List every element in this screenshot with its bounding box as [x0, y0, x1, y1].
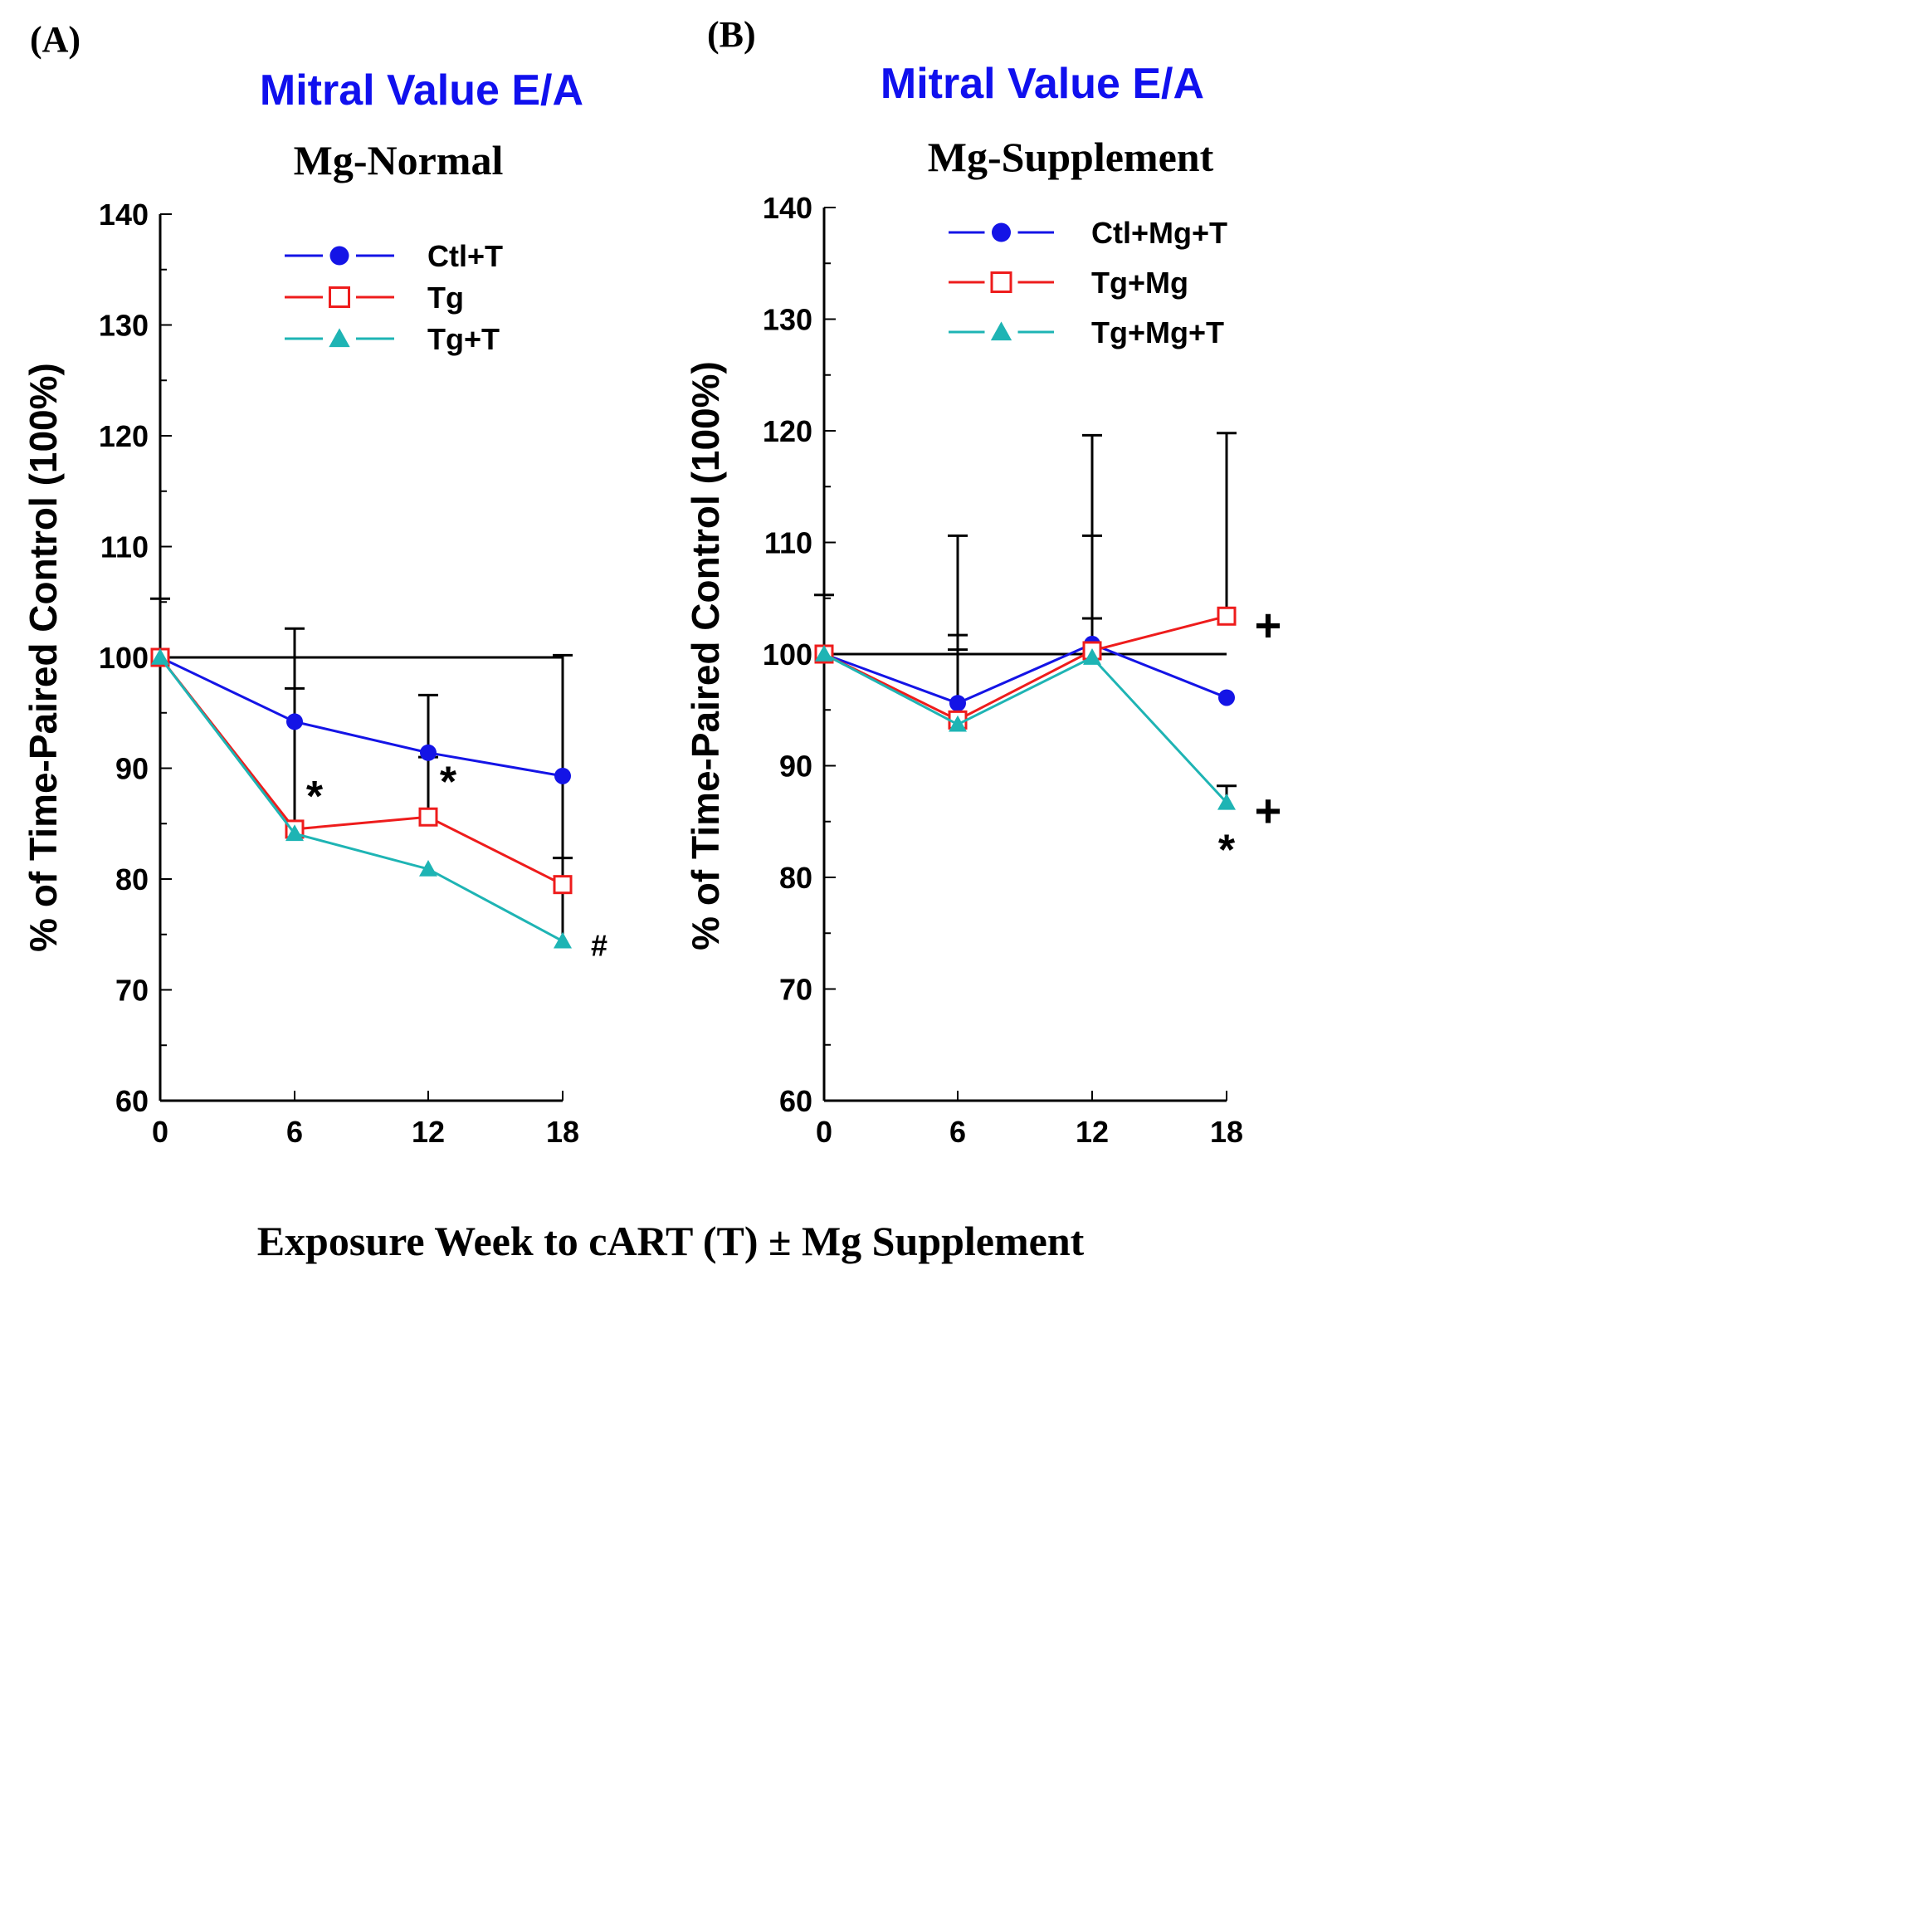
panel-b-x-tick-label: 6 [949, 1115, 966, 1149]
panel-a-point-2-0 [151, 648, 169, 665]
panel-a-y-tick-label: 80 [115, 862, 149, 896]
panel-b-y-tick-label: 140 [763, 191, 812, 225]
panel-b-point-2-0 [815, 645, 833, 662]
panel-b-point-2-3 [1217, 793, 1236, 810]
panel-b-legend-marker-1 [990, 271, 1012, 293]
panel-b-y-tick-label: 80 [779, 861, 812, 895]
panel-b-x-tick-label: 0 [816, 1115, 832, 1149]
panel-b-legend-label-1: Tg+Mg [1091, 266, 1188, 300]
panel-b-series-line-0 [823, 642, 1227, 705]
panel-a-legend-marker-0 [329, 246, 349, 266]
panel-a-point-0-1 [286, 713, 303, 730]
panel-a-legend-marker-2 [329, 328, 350, 348]
panel-b-label: (B) [707, 14, 756, 55]
shared-xlabel: Exposure Week to cART (T) ± Mg Supplemen… [257, 1218, 1085, 1264]
panel-a-y-tick-label: 130 [99, 309, 149, 343]
panel-a-title: Mitral Value E/A [260, 66, 583, 115]
panel-a-series-line-2 [159, 657, 564, 943]
panel-b-y-tick-label: 120 [763, 414, 812, 448]
panel-b-point-0-3 [1218, 689, 1235, 706]
panel-b-legend-marker-0 [992, 222, 1011, 242]
panel-b-y-tick-label: 90 [779, 750, 812, 784]
panel-a-point-2-1 [285, 824, 304, 842]
panel-b-y-tick-label: 110 [764, 526, 812, 560]
panel-a-label: (A) [30, 19, 80, 60]
panel-b-y-tick-label: 60 [779, 1084, 812, 1118]
panel-a-y-tick-label: 90 [115, 752, 149, 786]
panel-a-x-tick-label: 12 [412, 1115, 445, 1149]
panel-a-y-tick-label: 70 [115, 974, 149, 1008]
panel-b-y-tick-label: 130 [763, 303, 812, 337]
panel-b-annotation-2: * [1218, 827, 1236, 875]
panel-b-ylabel: % of Time-Paired Control (100%) [684, 361, 727, 950]
panel-b-y-tick-label: 70 [779, 973, 812, 1007]
panel-a-annotation-1: * [440, 759, 457, 807]
panel-b-title: Mitral Value E/A [881, 60, 1204, 108]
panel-b-point-2-2 [1083, 648, 1101, 665]
panel-a-plot: 60 70 80 90 100 110 120 130 140 0 6 12 18 Ctl+T Tg Tg+T… [99, 198, 607, 1149]
panel-a-point-1-3 [553, 875, 573, 895]
panel-a-legend-label-1: Tg [427, 281, 464, 315]
panel-a-y-tick-label: 110 [100, 530, 149, 564]
panel-a-y-tick-label: 100 [99, 641, 149, 675]
panel-b-series-line-1 [823, 614, 1227, 722]
panel-b-series-line-2 [823, 652, 1228, 804]
panel-a-subtitle: Mg-Normal [294, 137, 504, 183]
panel-b-point-2-1 [949, 715, 967, 732]
panel-b-subtitle: Mg-Supplement [928, 134, 1214, 180]
panel-a-point-2-2 [419, 859, 437, 877]
panel-a-legend-label-0: Ctl+T [427, 239, 503, 273]
panel-b-legend-label-2: Tg+Mg+T [1091, 315, 1224, 349]
panel-b-annotation-1: + [1255, 784, 1282, 837]
panel-a-x-tick-label: 0 [152, 1115, 168, 1149]
panel-b-point-0-1 [949, 695, 966, 712]
panel-b-x-tick-label: 12 [1076, 1115, 1109, 1149]
panel-a-point-2-3 [554, 931, 572, 949]
panel-a-annotation-2: # [591, 929, 607, 963]
panel-a-ylabel: % of Time-Paired Control (100%) [22, 363, 65, 952]
panel-a-annotation-0: * [306, 773, 324, 821]
panel-a-series-line-0 [159, 656, 564, 778]
panel-a-y-tick-label: 140 [99, 198, 149, 232]
panel-a-x-tick-label: 6 [286, 1115, 303, 1149]
panel-a-point-0-2 [420, 744, 437, 761]
panel-b-y-tick-label: 100 [763, 637, 812, 672]
panel-b-x-tick-label: 18 [1210, 1115, 1243, 1149]
panel-a-legend-marker-1 [329, 286, 350, 308]
panel-b-annotation-0: + [1255, 599, 1282, 652]
panel-a-y-tick-label: 60 [115, 1084, 149, 1118]
figure: (A) Mitral Value E/A Mg-Normal % of Time… [22, 14, 1281, 1264]
panel-b-point-1-3 [1217, 606, 1237, 626]
panel-a-y-tick-label: 120 [99, 419, 149, 453]
panel-a-legend-label-2: Tg+T [427, 322, 500, 356]
panel-a-point-1-2 [418, 807, 438, 827]
panel-b-plot: 60 70 80 90 100 110 120 130 140 0 6 12 18 Ctl+Mg+T Tg+… [763, 191, 1281, 1149]
panel-a-point-0-3 [554, 767, 571, 784]
panel-a-series-line-1 [159, 657, 564, 887]
panel-b-legend-label-0: Ctl+Mg+T [1091, 216, 1227, 250]
panel-b-legend-marker-2 [990, 321, 1012, 341]
panel-a-x-tick-label: 18 [546, 1115, 579, 1149]
